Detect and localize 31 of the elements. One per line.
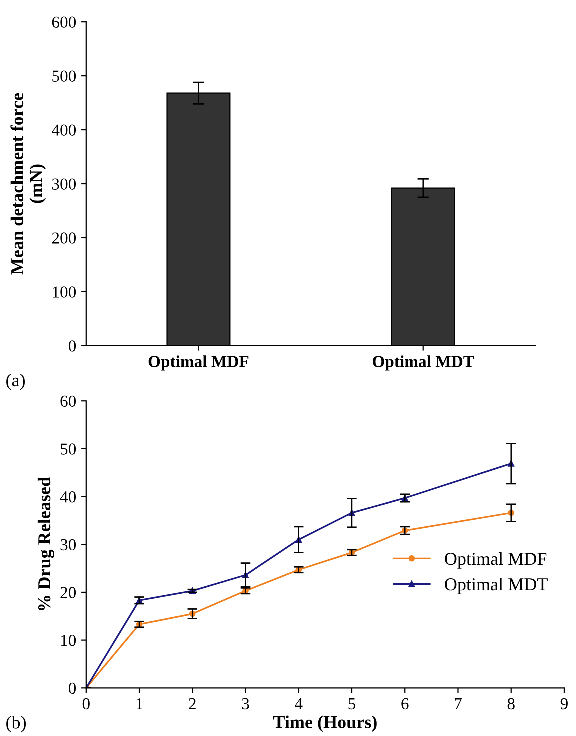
text: (b) — [6, 716, 26, 732]
y-axis-title: % Drug Released — [38, 477, 54, 610]
x-tick-label: 6 — [402, 698, 409, 710]
y-axis-title: Mean detachment force (mN) — [10, 93, 46, 275]
x-tick-label: 0 — [82, 698, 90, 710]
x-tick-label: 9 — [560, 698, 568, 710]
x-tick-label: 5 — [348, 698, 356, 710]
y-tick-label: 400 — [52, 124, 76, 136]
legend-label: Optimal MDF — [445, 552, 547, 569]
y-tick-label: 500 — [52, 70, 76, 82]
legend-label: Optimal MDT — [445, 578, 548, 594]
y-tick-label: 60 — [60, 396, 76, 408]
x-tick-label: 2 — [189, 698, 196, 710]
y-tick-label: 200 — [52, 232, 76, 244]
y-tick-label: 300 — [52, 178, 76, 190]
y-tick-label: 0 — [68, 340, 76, 352]
y-tick-label: 50 — [60, 444, 76, 455]
y-tick-label: 40 — [60, 492, 76, 503]
y-tick-label: 10 — [61, 635, 76, 646]
y-tick-label: 20 — [60, 587, 76, 598]
x-tick-label: 3 — [242, 698, 250, 710]
x-tick-label: 8 — [508, 698, 515, 710]
x-tick-label: 7 — [455, 698, 462, 710]
x-axis-title: Time (Hours) — [273, 716, 377, 732]
x-tick-label: 1 — [136, 698, 143, 710]
y-tick-label: 600 — [52, 16, 76, 28]
y-tick-label: 30 — [60, 539, 76, 551]
y-tick-label: 0 — [68, 682, 76, 694]
y-tick-label: 100 — [53, 286, 76, 298]
text: (a) — [6, 374, 26, 390]
x-tick-label: 4 — [295, 698, 303, 710]
